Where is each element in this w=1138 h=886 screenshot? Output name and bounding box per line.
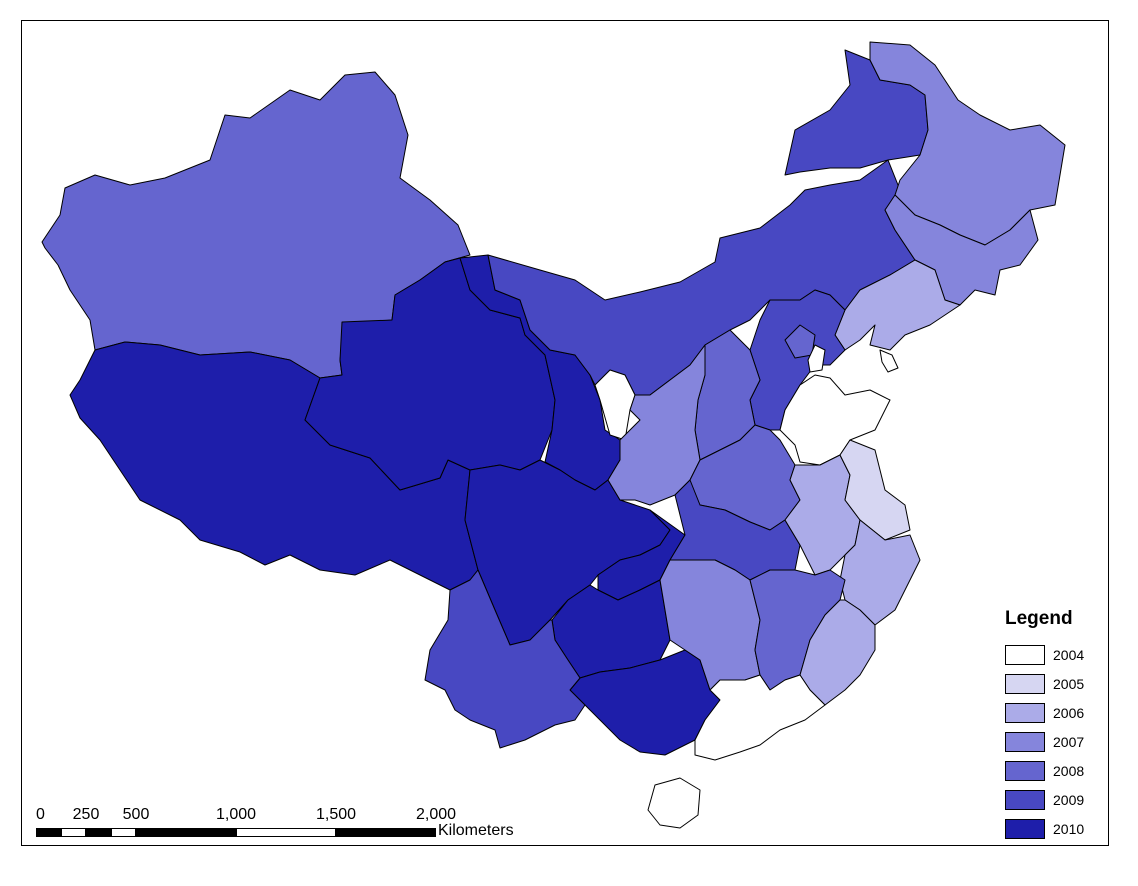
legend-label: 2009 xyxy=(1053,791,1085,808)
region-yunnan xyxy=(424,569,586,749)
legend-title: Legend xyxy=(1005,608,1073,629)
region-tianjin xyxy=(807,344,826,373)
scale-segment xyxy=(36,828,61,837)
scale-segment xyxy=(336,828,436,837)
legend-swatch xyxy=(1005,644,1045,665)
scale-tick-label: 1,500 xyxy=(315,806,357,823)
region-shandong xyxy=(779,374,891,466)
legend-label: 2010 xyxy=(1053,820,1085,837)
region-guangdong xyxy=(694,674,826,761)
scale-tick-label: 1,000 xyxy=(215,806,257,823)
scale-segment xyxy=(111,828,136,837)
legend-label: 2005 xyxy=(1053,675,1085,692)
legend-swatch xyxy=(1005,760,1045,781)
scale-tick-label: 0 xyxy=(36,806,45,823)
scale-segment xyxy=(136,828,236,837)
scale-tick-label: 250 xyxy=(72,806,100,823)
legend-item: 2005 xyxy=(1005,669,1100,698)
legend-swatch xyxy=(1005,818,1045,839)
legend: Legend 2004 2005 2006 2007 2008 2009 2010 xyxy=(1005,608,1100,843)
legend-swatch xyxy=(1005,731,1045,752)
legend-swatch xyxy=(1005,702,1045,723)
legend-item: 2009 xyxy=(1005,785,1100,814)
legend-label: 2004 xyxy=(1053,646,1085,663)
legend-label: 2007 xyxy=(1053,733,1085,750)
scale-segment xyxy=(61,828,86,837)
legend-label: 2008 xyxy=(1053,762,1085,779)
legend-label: 2006 xyxy=(1053,704,1085,721)
scale-tick-label: 2,000 xyxy=(415,806,457,823)
legend-item: 2004 xyxy=(1005,640,1100,669)
legend-item: 2010 xyxy=(1005,814,1100,843)
legend-item: 2006 xyxy=(1005,698,1100,727)
legend-swatch xyxy=(1005,673,1045,694)
scale-tick-label: 500 xyxy=(122,806,150,823)
region-jiangsu xyxy=(839,439,911,541)
region-beijing xyxy=(784,324,816,359)
island-coast xyxy=(879,349,899,373)
scale-segment xyxy=(236,828,336,837)
region-liaoning xyxy=(834,259,961,351)
scale-unit-label: Kilometers xyxy=(438,822,514,839)
legend-items: 2004 2005 2006 2007 2008 2009 2010 xyxy=(1005,640,1100,843)
scale-segment xyxy=(86,828,111,837)
legend-swatch xyxy=(1005,789,1045,810)
legend-item: 2008 xyxy=(1005,756,1100,785)
region-hainan xyxy=(647,777,701,829)
legend-item: 2007 xyxy=(1005,727,1100,756)
